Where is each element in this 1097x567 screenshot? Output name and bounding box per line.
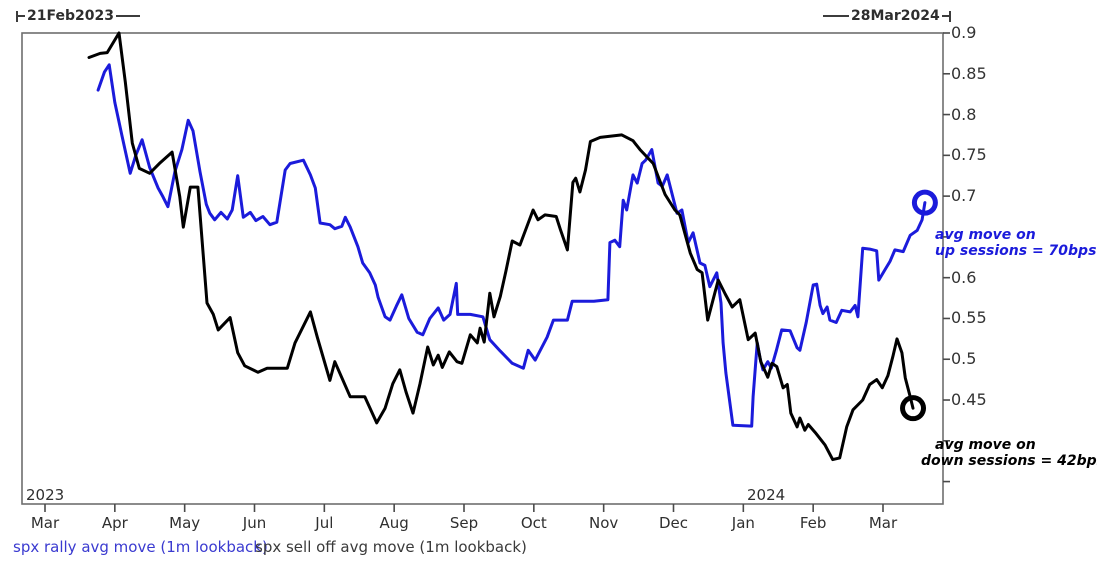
year-label-2024: 2024 <box>747 486 786 504</box>
x-tick-label-may-2: May <box>169 514 201 532</box>
selloff-end-marker <box>900 395 927 422</box>
selloff-line <box>87 31 915 462</box>
annotation-down-line1: avg move on <box>935 437 1036 453</box>
annotation-up-line1: avg move on <box>935 227 1036 243</box>
annotation-down-sessions: avg move on down sessions = 42bps <box>921 437 1097 469</box>
range-end-bracket <box>948 10 951 22</box>
x-tick-label-mar-0: Mar <box>30 514 60 532</box>
x-tick-label-jul-4: Jul <box>315 514 334 532</box>
y-tick-label-0.45: 0.45 <box>951 390 987 410</box>
range-start-line-tail <box>115 15 140 17</box>
y-tick-label-0.85: 0.85 <box>951 63 987 83</box>
x-tick-label-apr-1: Apr <box>101 514 128 532</box>
x-tick-label-oct-7: Oct <box>520 514 547 532</box>
y-tick-label-0.55: 0.55 <box>951 308 987 328</box>
y-tick-label-0.8: 0.8 <box>951 104 977 124</box>
range-start-marker: 21Feb2023 <box>16 8 140 24</box>
y-tick-label-0.5: 0.5 <box>951 349 977 369</box>
y-tick-label-0.7: 0.7 <box>951 186 977 206</box>
range-start-bracket <box>16 10 18 22</box>
x-tick-label-jan-10: Jan <box>731 514 755 532</box>
range-end-line-tail <box>823 15 849 17</box>
rally-end-marker <box>911 189 938 216</box>
legend-item-selloff: spx sell off avg move (1m lookback) <box>255 538 527 556</box>
x-tick-label-mar-12: Mar <box>868 514 898 532</box>
x-tick-label-feb-11: Feb <box>799 514 827 532</box>
x-tick-label-nov-8: Nov <box>589 514 619 532</box>
y-tick-label-0.9: 0.9 <box>951 23 977 43</box>
annotation-down-line2: down sessions = 42bps <box>921 453 1097 469</box>
y-tick-label-0.75: 0.75 <box>951 145 987 165</box>
annotation-up-sessions: avg move on up sessions = 70bps <box>935 227 1096 259</box>
range-start-label: 21Feb2023 <box>27 8 114 24</box>
y-tick-label-0.6: 0.6 <box>951 267 977 287</box>
year-label-2023: 2023 <box>26 486 65 504</box>
x-tick-label-jun-3: Jun <box>242 514 267 532</box>
range-end-marker: 28Mar2024 <box>823 8 951 24</box>
rally-line <box>96 63 927 428</box>
range-end-line <box>941 15 949 17</box>
x-tick-label-sep-6: Sep <box>449 514 479 532</box>
range-end-label: 28Mar2024 <box>851 8 940 24</box>
x-tick-label-dec-9: Dec <box>658 514 688 532</box>
legend-item-rally: spx rally avg move (1m lookback) <box>13 538 268 556</box>
annotation-up-line2: up sessions = 70bps <box>935 243 1097 259</box>
plot-border <box>21 32 944 505</box>
x-tick-label-aug-5: Aug <box>379 514 409 532</box>
range-start-line <box>18 15 25 17</box>
